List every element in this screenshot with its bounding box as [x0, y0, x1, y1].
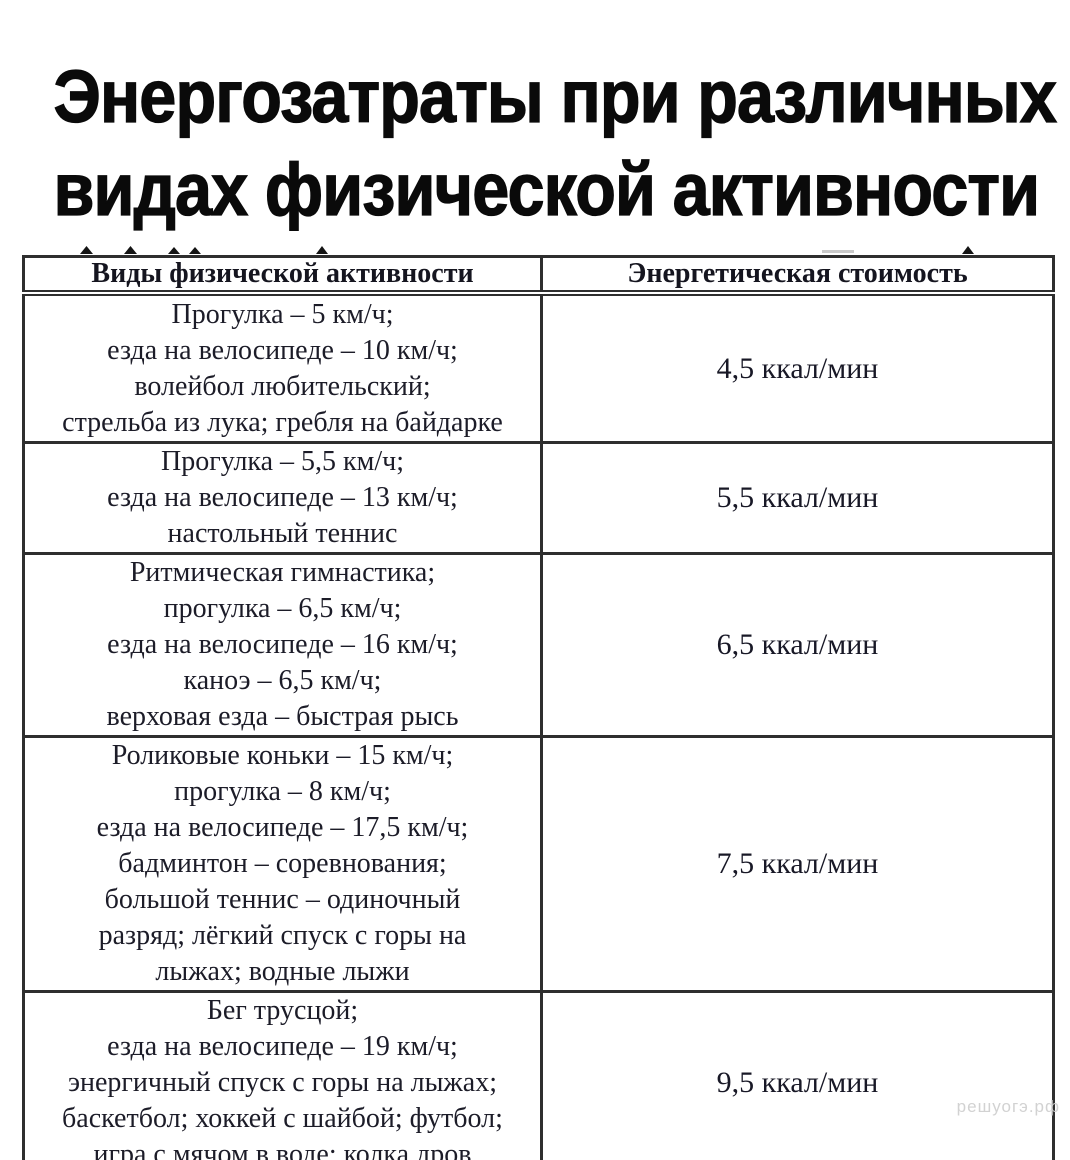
page-title-line-1: Энергозатраты при различных: [53, 54, 1058, 138]
energy-expenditure-table: Виды физической активности Энергетическа…: [22, 255, 1055, 1160]
column-header-activities: Виды физической активности: [22, 255, 543, 296]
activity-line: большой теннис – одиночный: [104, 884, 461, 915]
activity-line: лыжах; водные лыжи: [155, 956, 410, 987]
crop-artifact: [822, 250, 854, 253]
activity-line: езда на велосипеде – 19 км/ч;: [107, 1031, 458, 1062]
cost-cell: 6,5 ккал/мин: [540, 552, 1055, 738]
cost-cell: 7,5 ккал/мин: [540, 735, 1055, 993]
table-row: Роликовые коньки – 15 км/ч; прогулка – 8…: [22, 735, 1055, 993]
table-row: Прогулка – 5 км/ч; езда на велосипеде – …: [22, 291, 1055, 444]
table-row: Ритмическая гимнастика; прогулка – 6,5 к…: [22, 552, 1055, 738]
activity-line: Прогулка – 5,5 км/ч;: [160, 446, 405, 477]
crop-artifact: [168, 247, 180, 254]
activity-line: Прогулка – 5 км/ч;: [171, 298, 394, 330]
crop-artifact: [962, 246, 974, 254]
activities-cell: Роликовые коньки – 15 км/ч; прогулка – 8…: [22, 735, 543, 993]
column-header-cost: Энергетическая стоимость: [540, 255, 1055, 296]
watermark: решуогэ.рф: [956, 1097, 1060, 1116]
crop-artifact: [316, 246, 328, 254]
activity-line: Бег трусцой;: [206, 995, 359, 1026]
activity-line: стрельба из лука; гребля на байдарке: [62, 406, 503, 438]
table-header-row: Виды физической активности Энергетическа…: [22, 255, 1055, 296]
activity-line: энергичный спуск с горы на лыжах;: [68, 1067, 497, 1098]
activity-line: Ритмическая гимнастика;: [129, 557, 436, 588]
activity-line: игра с мячом в воде; колка дров: [93, 1139, 472, 1160]
activity-line: езда на велосипеде – 16 км/ч;: [107, 629, 458, 660]
activities-cell: Прогулка – 5,5 км/ч; езда на велосипеде …: [22, 441, 543, 555]
activity-line: езда на велосипеде – 13 км/ч;: [107, 482, 458, 513]
table-row: Прогулка – 5,5 км/ч; езда на велосипеде …: [22, 441, 1055, 555]
activities-cell: Бег трусцой; езда на велосипеде – 19 км/…: [22, 990, 543, 1160]
crop-artifact: [80, 246, 93, 254]
activity-line: волейбол любительский;: [134, 370, 431, 402]
crop-artifact: [124, 246, 137, 254]
activity-line: верховая езда – быстрая рысь: [106, 701, 459, 732]
activity-line: бадминтон – соревнования;: [118, 848, 447, 879]
activity-line: Роликовые коньки – 15 км/ч;: [111, 740, 454, 771]
activity-line: прогулка – 6,5 км/ч;: [163, 593, 402, 624]
cost-cell: 5,5 ккал/мин: [540, 441, 1055, 555]
activity-line: настольный теннис: [167, 518, 398, 549]
activity-line: езда на велосипеде – 17,5 км/ч;: [96, 812, 469, 843]
cost-cell: 9,5 ккал/мин: [540, 990, 1055, 1160]
activity-line: прогулка – 8 км/ч;: [174, 776, 391, 807]
activity-line: езда на велосипеде – 10 км/ч;: [107, 334, 458, 366]
activities-cell: Прогулка – 5 км/ч; езда на велосипеде – …: [22, 291, 543, 444]
page-title-line-2: видах физической активности: [53, 147, 1041, 231]
cost-cell: 4,5 ккал/мин: [540, 291, 1055, 444]
crop-artifact: [189, 247, 201, 254]
page-title: Энергозатраты при различных видах физиче…: [53, 0, 1058, 236]
table-row: Бег трусцой; езда на велосипеде – 19 км/…: [22, 990, 1055, 1160]
activity-line: разряд; лёгкий спуск с горы на: [98, 920, 467, 951]
activity-line: каноэ – 6,5 км/ч;: [183, 665, 382, 696]
activity-line: баскетбол; хоккей с шайбой; футбол;: [62, 1103, 503, 1134]
activities-cell: Ритмическая гимнастика; прогулка – 6,5 к…: [22, 552, 543, 738]
